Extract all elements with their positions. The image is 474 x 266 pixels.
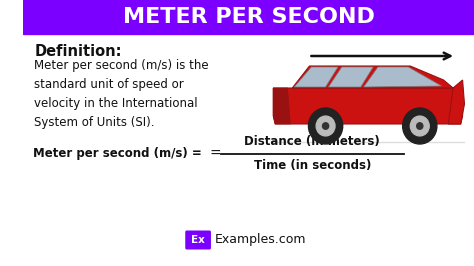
Text: =: = xyxy=(210,147,221,161)
Polygon shape xyxy=(273,88,463,124)
Bar xyxy=(23,0,474,34)
Polygon shape xyxy=(273,88,291,124)
Text: Definition:: Definition: xyxy=(35,44,122,59)
Text: Ex: Ex xyxy=(191,235,205,245)
Circle shape xyxy=(402,108,437,144)
Polygon shape xyxy=(328,67,373,87)
Text: Meter per second (m/s) is the
standard unit of speed or
velocity in the Internat: Meter per second (m/s) is the standard u… xyxy=(35,59,209,129)
Polygon shape xyxy=(448,80,465,124)
Polygon shape xyxy=(364,67,442,87)
Text: Examples.com: Examples.com xyxy=(215,234,307,247)
Circle shape xyxy=(410,116,429,136)
Polygon shape xyxy=(294,67,338,87)
Text: METER PER SECOND: METER PER SECOND xyxy=(123,7,374,27)
Circle shape xyxy=(417,123,423,129)
Text: Time (in seconds): Time (in seconds) xyxy=(254,160,371,172)
Circle shape xyxy=(309,108,343,144)
Polygon shape xyxy=(292,66,453,88)
FancyBboxPatch shape xyxy=(185,231,211,250)
Text: Distance (in meters): Distance (in meters) xyxy=(245,135,380,148)
Text: Meter per second (m/s) =: Meter per second (m/s) = xyxy=(33,148,202,160)
Circle shape xyxy=(316,116,335,136)
Circle shape xyxy=(322,123,328,129)
